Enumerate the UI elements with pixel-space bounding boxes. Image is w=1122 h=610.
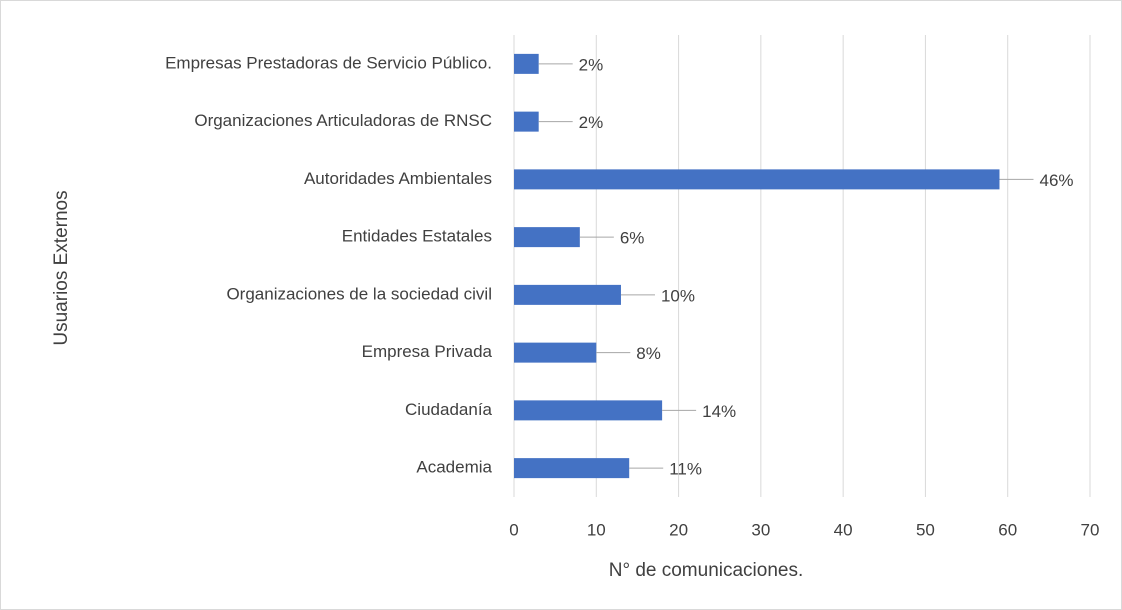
data-label: 2% xyxy=(579,55,604,74)
bar xyxy=(514,400,663,421)
bar xyxy=(514,342,597,363)
bar xyxy=(514,458,630,479)
bar xyxy=(514,227,580,248)
y-tick-label: Organizaciones de la sociedad civil xyxy=(226,284,492,303)
x-tick-label: 70 xyxy=(1081,520,1100,539)
x-tick-label: 40 xyxy=(834,520,853,539)
y-tick-label: Organizaciones Articuladoras de RNSC xyxy=(194,111,492,130)
y-tick-label: Empresas Prestadoras de Servicio Público… xyxy=(165,53,492,72)
y-tick-label: Ciudadanía xyxy=(405,400,493,419)
data-label: 6% xyxy=(620,229,645,248)
y-tick-label: Academia xyxy=(416,458,492,477)
y-tick-label: Empresa Privada xyxy=(362,342,493,361)
x-tick-label: 20 xyxy=(669,520,688,539)
data-label: 14% xyxy=(702,402,736,421)
bar xyxy=(514,284,621,305)
x-axis-title: N° de comunicaciones. xyxy=(609,560,804,581)
x-tick-label: 30 xyxy=(751,520,770,539)
bar xyxy=(514,169,1000,190)
bar xyxy=(514,111,539,132)
data-label: 8% xyxy=(636,344,661,363)
bar xyxy=(514,53,539,74)
data-label: 11% xyxy=(669,460,702,479)
y-tick-label: Autoridades Ambientales xyxy=(304,169,492,188)
data-label: 10% xyxy=(661,286,695,305)
data-label: 2% xyxy=(579,113,604,132)
x-tick-label: 60 xyxy=(998,520,1017,539)
y-axis-title: Usuarios Externos xyxy=(51,190,72,345)
x-tick-label: 0 xyxy=(509,520,518,539)
x-tick-label: 10 xyxy=(587,520,606,539)
y-tick-label: Entidades Estatales xyxy=(342,227,492,246)
x-tick-label: 50 xyxy=(916,520,935,539)
data-label: 46% xyxy=(1039,171,1073,190)
